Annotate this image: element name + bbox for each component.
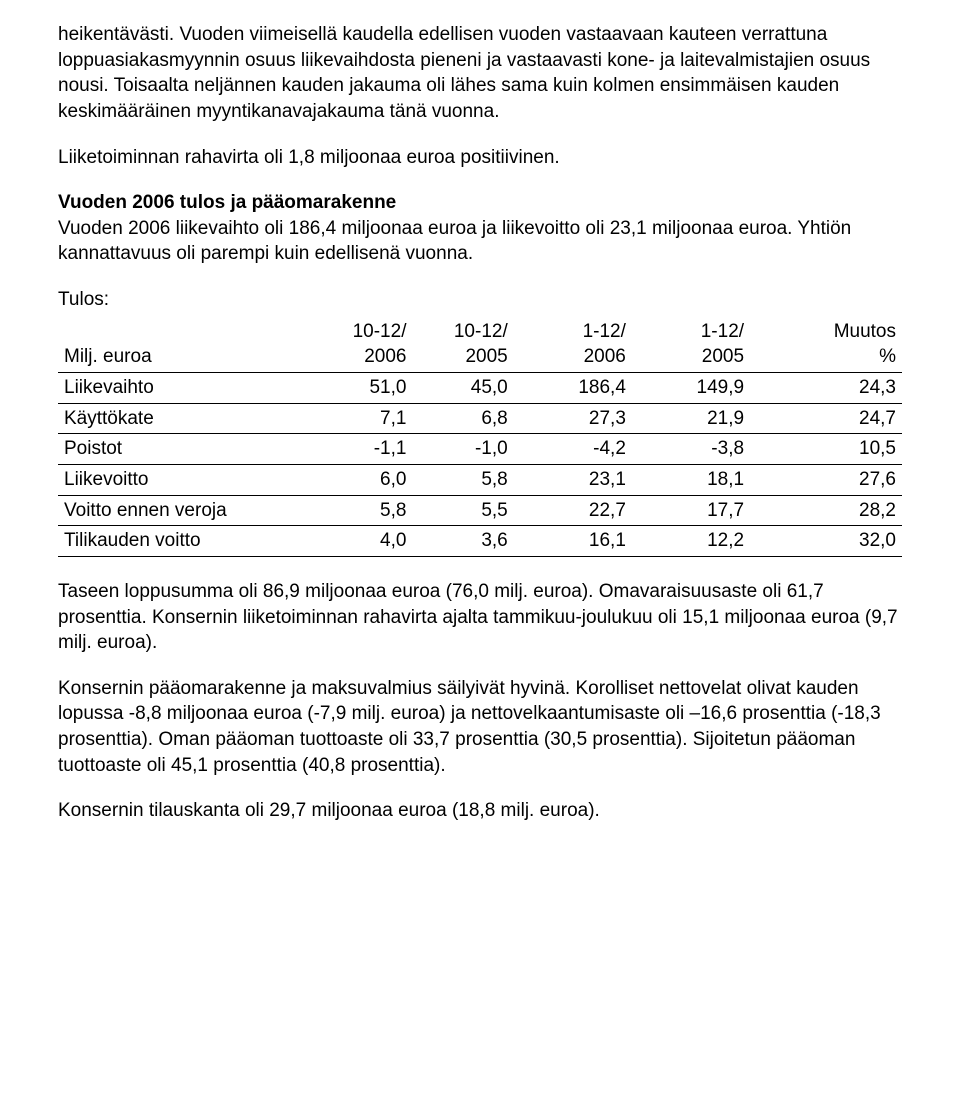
row-cell: 4,0 (311, 526, 412, 557)
row-cell: -3,8 (632, 434, 750, 465)
row-cell: 16,1 (514, 526, 632, 557)
row-cell: 24,3 (750, 373, 902, 404)
table-header-row: Milj. euroa 10-12/2006 10-12/2005 1-12/2… (58, 317, 902, 373)
row-cell: 18,1 (632, 464, 750, 495)
row-cell: 22,7 (514, 495, 632, 526)
row-label: Käyttökate (58, 403, 311, 434)
table-row: Voitto ennen veroja5,85,522,717,728,2 (58, 495, 902, 526)
row-cell: 27,3 (514, 403, 632, 434)
result-heading-text: Vuoden 2006 tulos ja pääomarakenne (58, 192, 396, 213)
row-cell: 24,7 (750, 403, 902, 434)
table-row: Tilikauden voitto4,03,616,112,232,0 (58, 526, 902, 557)
row-label: Liikevoitto (58, 464, 311, 495)
row-cell: 32,0 (750, 526, 902, 557)
tulos-label: Tulos: (58, 287, 902, 313)
row-cell: 28,2 (750, 495, 902, 526)
row-cell: -1,0 (412, 434, 513, 465)
paragraph-result-heading: Vuoden 2006 tulos ja pääomarakenne Vuode… (58, 190, 902, 267)
paragraph-capital: Konsernin pääomarakenne ja maksuvalmius … (58, 676, 902, 779)
row-cell: 6,8 (412, 403, 513, 434)
paragraph-cashflow: Liiketoiminnan rahavirta oli 1,8 miljoon… (58, 145, 902, 171)
header-col-3: 1-12/2005 (632, 317, 750, 373)
row-cell: -4,2 (514, 434, 632, 465)
row-label: Poistot (58, 434, 311, 465)
table-row: Käyttökate7,16,827,321,924,7 (58, 403, 902, 434)
paragraph-balance: Taseen loppusumma oli 86,9 miljoonaa eur… (58, 579, 902, 656)
row-cell: 3,6 (412, 526, 513, 557)
header-col-1: 10-12/2005 (412, 317, 513, 373)
row-cell: 45,0 (412, 373, 513, 404)
results-table: Milj. euroa 10-12/2006 10-12/2005 1-12/2… (58, 317, 902, 557)
row-cell: 10,5 (750, 434, 902, 465)
paragraph-intro: heikentävästi. Vuoden viimeisellä kaudel… (58, 22, 902, 125)
row-cell: 27,6 (750, 464, 902, 495)
row-cell: 6,0 (311, 464, 412, 495)
row-label: Liikevaihto (58, 373, 311, 404)
table-body: Liikevaihto51,045,0186,4149,924,3Käyttök… (58, 373, 902, 557)
row-cell: 17,7 (632, 495, 750, 526)
table-row: Liikevaihto51,045,0186,4149,924,3 (58, 373, 902, 404)
table-row: Poistot-1,1-1,0-4,2-3,810,5 (58, 434, 902, 465)
row-cell: 5,8 (412, 464, 513, 495)
row-cell: 21,9 (632, 403, 750, 434)
row-cell: -1,1 (311, 434, 412, 465)
header-label: Milj. euroa (58, 317, 311, 373)
paragraph-orderbook: Konsernin tilauskanta oli 29,7 miljoonaa… (58, 798, 902, 824)
row-cell: 23,1 (514, 464, 632, 495)
row-label: Tilikauden voitto (58, 526, 311, 557)
row-cell: 149,9 (632, 373, 750, 404)
header-col-4: Muutos% (750, 317, 902, 373)
result-body-text: Vuoden 2006 liikevaihto oli 186,4 miljoo… (58, 218, 851, 265)
row-cell: 12,2 (632, 526, 750, 557)
table-row: Liikevoitto6,05,823,118,127,6 (58, 464, 902, 495)
row-cell: 186,4 (514, 373, 632, 404)
row-cell: 7,1 (311, 403, 412, 434)
row-label: Voitto ennen veroja (58, 495, 311, 526)
header-col-2: 1-12/2006 (514, 317, 632, 373)
row-cell: 51,0 (311, 373, 412, 404)
row-cell: 5,5 (412, 495, 513, 526)
header-col-0: 10-12/2006 (311, 317, 412, 373)
row-cell: 5,8 (311, 495, 412, 526)
